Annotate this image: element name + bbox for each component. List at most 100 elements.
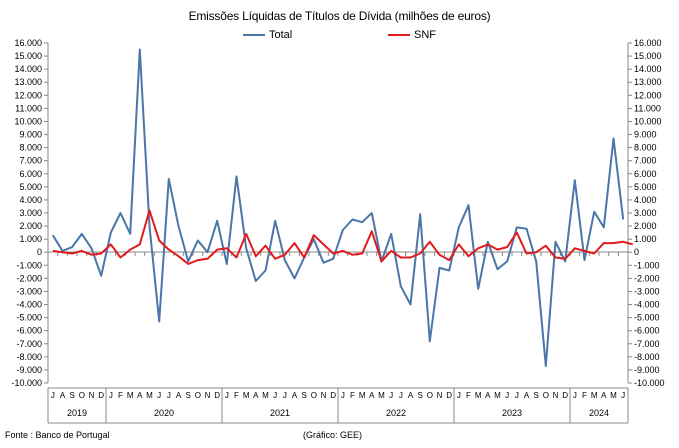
y-tick-label-right: -3.000 [634, 286, 660, 296]
y-tick-label-left: 13.000 [14, 77, 42, 87]
legend-item-snf: SNF [388, 29, 436, 41]
x-tick-label-month: J [283, 391, 287, 400]
y-tick-label-left: -6.000 [16, 326, 42, 336]
x-tick-label-year: 2021 [270, 408, 290, 418]
x-tick-label-month: N [205, 391, 211, 400]
x-tick-label-month: J [51, 391, 55, 400]
x-tick-label-month: S [417, 391, 422, 400]
x-tick-label-month: M [146, 391, 153, 400]
y-tick-label-right: 11.000 [634, 103, 661, 113]
legend-label-snf: SNF [414, 29, 436, 41]
y-tick-label-left: 0 [37, 247, 42, 257]
y-tick-label-right: 6.000 [634, 169, 657, 179]
y-tick-label-right: 12.000 [634, 90, 662, 100]
x-tick-label-year: 2019 [67, 408, 87, 418]
x-tick-label-month: J [515, 391, 519, 400]
x-tick-label-month: A [176, 391, 182, 400]
x-tick-label-month: N [553, 391, 559, 400]
source-note: Fonte : Banco de Portugal [5, 430, 110, 440]
x-tick-label-month: A [292, 391, 298, 400]
x-tick-label-month: A [601, 391, 607, 400]
y-tick-label-right: -6.000 [634, 326, 660, 336]
x-tick-label-month: J [157, 391, 161, 400]
credit-note: (Gráfico: GEE) [303, 430, 363, 440]
y-tick-label-right: 16.000 [634, 38, 662, 48]
x-tick-label-month: J [225, 391, 229, 400]
x-tick-label-month: A [408, 391, 414, 400]
y-tick-label-left: -7.000 [16, 339, 42, 349]
y-tick-label-left: -8.000 [16, 352, 42, 362]
y-tick-label-right: -5.000 [634, 313, 660, 323]
x-tick-label-month: J [273, 391, 277, 400]
x-tick-label-month: M [591, 391, 598, 400]
x-tick-label-month: N [437, 391, 443, 400]
x-tick-label-month: F [118, 391, 123, 400]
x-tick-label-month: J [109, 391, 113, 400]
y-tick-label-right: -1.000 [634, 260, 660, 270]
y-tick-label-right: -8.000 [634, 352, 660, 362]
y-tick-label-right: -7.000 [634, 339, 660, 349]
x-tick-label-month: M [494, 391, 501, 400]
y-tick-label-left: -2.000 [16, 273, 42, 283]
y-tick-label-left: 7.000 [19, 156, 42, 166]
x-tick-label-year: 2023 [502, 408, 522, 418]
x-tick-label-month: J [505, 391, 509, 400]
x-tick-label-year: 2024 [589, 408, 609, 418]
x-tick-label-month: A [60, 391, 66, 400]
legend-label-total: Total [269, 29, 293, 41]
series-line-total [51, 48, 625, 367]
x-tick-label-month: F [234, 391, 239, 400]
x-tick-label-month: F [466, 391, 471, 400]
y-tick-label-left: 10.000 [14, 116, 42, 126]
y-tick-label-left: 11.000 [15, 103, 42, 113]
y-tick-label-right: -9.000 [634, 365, 660, 375]
x-tick-label-year: 2020 [154, 408, 174, 418]
y-tick-label-right: -4.000 [634, 300, 660, 310]
x-tick-label-month: O [311, 391, 317, 400]
x-tick-label-month: A [485, 391, 491, 400]
x-tick-label-month: J [457, 391, 461, 400]
y-tick-label-right: 4.000 [634, 195, 657, 205]
y-tick-label-left: -5.000 [16, 313, 42, 323]
y-tick-label-right: 5.000 [634, 182, 657, 192]
chart-title: Emissões Líquidas de Títulos de Dívida (… [188, 9, 491, 23]
legend-item-total: Total [243, 29, 292, 41]
x-tick-label-month: N [321, 391, 327, 400]
y-tick-label-left: 15.000 [14, 51, 42, 61]
y-tick-label-left: 3.000 [19, 208, 42, 218]
y-tick-label-left: -3.000 [16, 286, 42, 296]
y-tick-label-right: 7.000 [634, 156, 657, 166]
y-tick-label-left: -4.000 [16, 300, 42, 310]
x-tick-label-year: 2022 [386, 408, 406, 418]
x-tick-label-month: F [350, 391, 355, 400]
x-tick-label-month: O [79, 391, 85, 400]
x-tick-label-month: S [69, 391, 74, 400]
y-tick-label-left: 2.000 [19, 221, 42, 231]
y-tick-label-right: 9.000 [634, 130, 657, 140]
y-tick-label-right: 2.000 [634, 221, 657, 231]
x-tick-label-month: M [475, 391, 482, 400]
x-tick-label-month: A [524, 391, 530, 400]
y-tick-label-right: 15.000 [634, 51, 662, 61]
y-tick-label-right: 10.000 [634, 116, 662, 126]
x-tick-label-month: J [341, 391, 345, 400]
x-tick-label-month: O [543, 391, 549, 400]
y-tick-label-left: 8.000 [19, 143, 42, 153]
y-tick-label-left: 12.000 [14, 90, 42, 100]
x-tick-label-month: O [195, 391, 201, 400]
y-tick-label-right: 13.000 [634, 77, 662, 87]
y-tick-label-right: 8.000 [634, 143, 657, 153]
y-tick-label-right: 1.000 [634, 234, 657, 244]
y-tick-label-left: -9.000 [16, 365, 42, 375]
y-tick-label-right: 3.000 [634, 208, 657, 218]
y-tick-label-left: 14.000 [14, 64, 42, 74]
x-tick-label-month: S [301, 391, 306, 400]
x-tick-label-month: M [378, 391, 385, 400]
y-tick-label-left: 9.000 [19, 130, 42, 140]
x-tick-label-month: J [399, 391, 403, 400]
y-tick-label-left: 1.000 [19, 234, 42, 244]
x-tick-label-month: S [533, 391, 538, 400]
x-tick-label-month: M [127, 391, 134, 400]
y-tick-label-right: 14.000 [634, 64, 662, 74]
